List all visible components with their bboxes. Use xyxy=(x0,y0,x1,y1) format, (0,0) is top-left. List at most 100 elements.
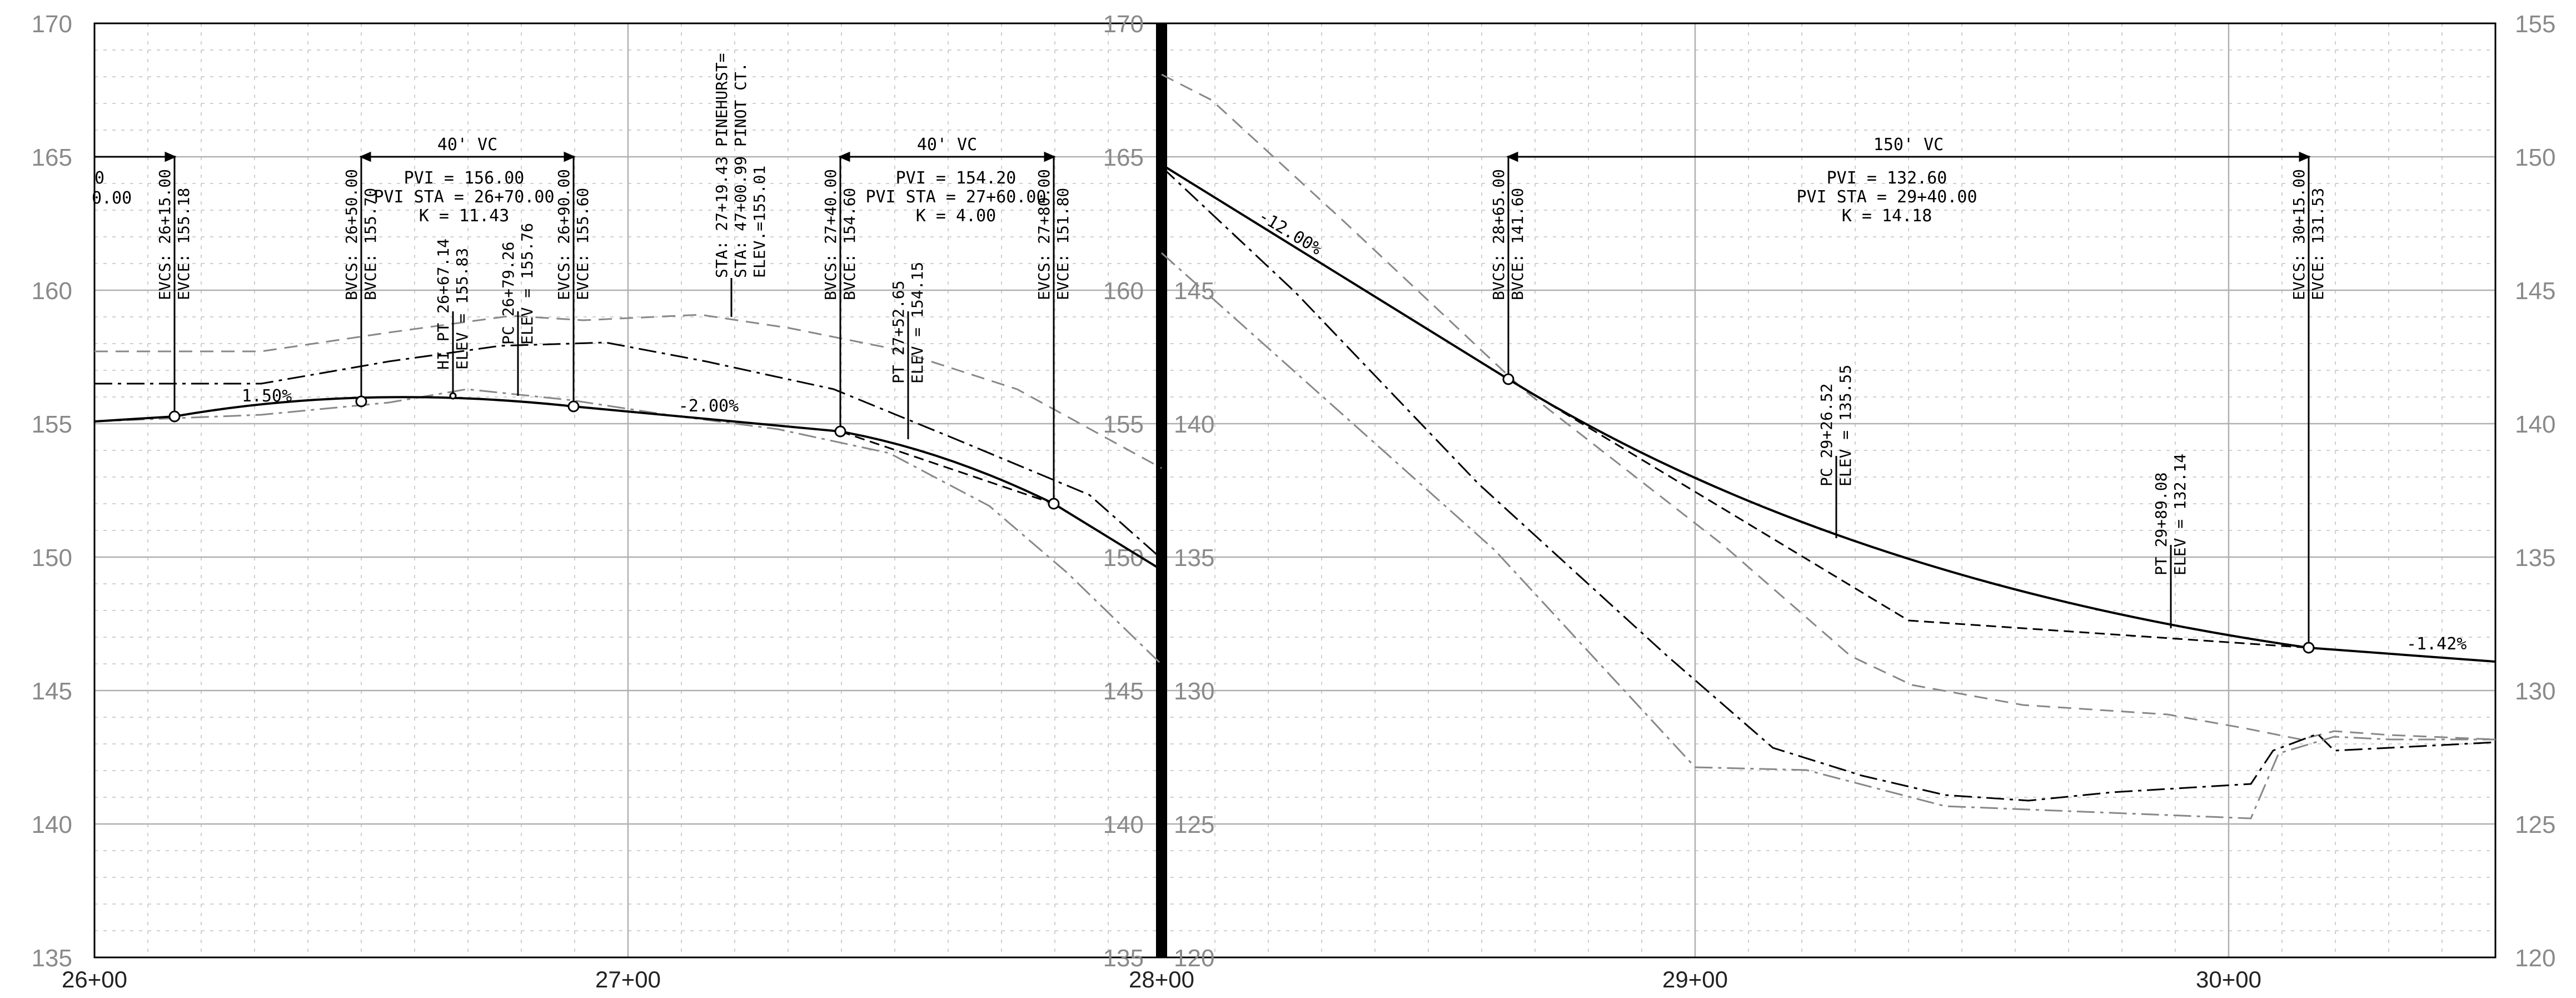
x-tick-label: 26+00 xyxy=(62,966,127,992)
station-label: EVCE: 151.80 xyxy=(1054,188,1072,300)
station-label: BVCS: 27+40.00 xyxy=(821,169,840,300)
finished-grade-profile xyxy=(1160,163,2496,663)
vc-label: 40' VC xyxy=(437,135,497,155)
mid-y-axis-labels-left: 170 165 160 155 150 145 140 135 xyxy=(1103,11,1144,972)
y-tick-label: 155 xyxy=(2515,11,2555,38)
vc-label: 150' VC xyxy=(1874,135,1944,155)
y-tick-label: 130 xyxy=(1174,678,1214,705)
grade-label: -1.42% xyxy=(2406,634,2467,654)
y-tick-label: 165 xyxy=(32,144,72,171)
left-station-markers xyxy=(168,156,1060,510)
minor-grid-right xyxy=(1162,23,2495,957)
right-vc-dimension xyxy=(1506,151,2311,162)
station-label: BVCS: 28+65.00 xyxy=(1489,169,1508,300)
y-tick-label: 170 xyxy=(32,11,72,38)
design-line-dashdot xyxy=(1160,166,2496,802)
station-label: EVCE: 155.60 xyxy=(574,188,592,300)
y-tick-label: 125 xyxy=(1174,811,1214,838)
right-y-axis-labels: 155 150 145 140 135 130 125 120 xyxy=(2515,11,2555,972)
design-line-dashdot xyxy=(94,341,1162,560)
pvi-elev: PVI = 156.00 xyxy=(404,168,525,188)
y-tick-label: 120 xyxy=(2515,945,2555,972)
y-tick-label: 160 xyxy=(32,277,72,305)
y-tick-label: 145 xyxy=(2515,277,2555,305)
pvi-sta: PVI STA = 27+60.00 xyxy=(865,187,1046,207)
y-tick-label: 140 xyxy=(1174,411,1214,438)
grade-label: -12.00% xyxy=(1255,206,1325,259)
pvi-sta: PVI STA = 29+40.00 xyxy=(1796,187,1977,207)
y-tick-label: 155 xyxy=(32,411,72,438)
y-tick-label: 140 xyxy=(1103,811,1144,838)
station-label: ELEV = 132.14 xyxy=(2171,454,2189,575)
y-tick-label: 150 xyxy=(1103,544,1144,572)
cut-text: 0.00 xyxy=(92,188,132,208)
y-tick-label: 135 xyxy=(2515,544,2555,572)
y-tick-label: 140 xyxy=(2515,411,2555,438)
mid-y-axis-labels-right: 145 140 135 130 125 120 xyxy=(1174,277,1214,972)
finished-grade-profile xyxy=(94,396,1163,571)
station-label: EVCE: 131.53 xyxy=(2309,188,2327,300)
right-profile-lines xyxy=(1160,73,2496,820)
station-label: ELEV.=155.01 xyxy=(750,166,769,278)
grade-label: 1.50% xyxy=(242,386,292,406)
pvi-sta: PVI STA = 26+70.00 xyxy=(373,187,554,207)
y-tick-label: 145 xyxy=(32,678,72,705)
station-label: EVCE: 155.18 xyxy=(175,188,193,300)
x-tick-label: 30+00 xyxy=(2196,966,2261,992)
left-y-axis-labels: 170 165 160 155 150 145 140 135 xyxy=(32,11,72,972)
x-tick-label: 29+00 xyxy=(1662,966,1728,992)
y-tick-label: 155 xyxy=(1103,411,1144,438)
station-label: PC 26+79.26 xyxy=(499,242,517,345)
pvi-k: K = 4.00 xyxy=(916,206,996,226)
station-label: EVCS: 26+90.00 xyxy=(555,169,573,300)
y-tick-label: 125 xyxy=(2515,811,2555,838)
offset-line-upper xyxy=(94,314,1162,469)
pvi-k: K = 14.18 xyxy=(1842,206,1932,226)
y-tick-label: 170 xyxy=(1103,11,1144,38)
x-tick-label: 27+00 xyxy=(595,966,661,992)
y-tick-label: 145 xyxy=(1103,678,1144,705)
station-label: STA: 27+19.43 PINEHURST= xyxy=(712,53,731,278)
y-tick-label: 130 xyxy=(2515,678,2555,705)
station-label: ELEV = 135.55 xyxy=(1836,365,1855,486)
major-grid xyxy=(94,23,2495,957)
station-label: STA: 47+00.99 PINOT CT. xyxy=(731,62,750,278)
left-annotations: 0 0.00 40' VC 40' VC PVI = 156.00 PVI ST… xyxy=(92,53,1072,416)
left-vc-dimensions xyxy=(94,151,1056,162)
vc-label: 40' VC xyxy=(917,135,977,155)
station-label: ELEV = 155.76 xyxy=(518,223,536,345)
station-label: EVCS: 27+80.00 xyxy=(1035,169,1053,300)
pvi-elev: PVI = 132.60 xyxy=(1827,168,1947,188)
y-tick-label: 135 xyxy=(32,945,72,972)
station-label: ELEV = 154.15 xyxy=(908,262,926,384)
offset-line-lower xyxy=(94,388,1163,666)
station-label: BVCE: 154.60 xyxy=(840,188,859,300)
pvi-elev: PVI = 154.20 xyxy=(896,168,1017,188)
cut-text: 0 xyxy=(94,168,104,188)
pvi-k: K = 11.43 xyxy=(419,206,510,226)
y-tick-label: 135 xyxy=(1174,544,1214,572)
grade-label: -2.00% xyxy=(679,396,739,416)
y-tick-label: 165 xyxy=(1103,144,1144,171)
station-label: PT 27+52.65 xyxy=(889,281,908,384)
y-tick-label: 150 xyxy=(32,544,72,572)
left-profile-lines xyxy=(94,314,1163,666)
station-label: HI PT 26+67.14 xyxy=(434,239,452,370)
offset-line-lower xyxy=(1161,252,2495,820)
drawing-frame xyxy=(93,22,2497,959)
right-annotations: 150' VC PVI = 132.60 PVI STA = 29+40.00 … xyxy=(1255,135,2467,654)
station-label: EVCS: 30+15.00 xyxy=(2290,169,2308,300)
station-label: EVCS: 26+15.00 xyxy=(156,169,174,300)
station-label: ELEV = 155.83 xyxy=(453,248,471,370)
offset-line-upper xyxy=(1161,73,2496,741)
station-label: PT 29+89.08 xyxy=(2152,473,2170,575)
station-label: BVCE: 141.60 xyxy=(1508,188,1527,300)
x-tick-label: 28+00 xyxy=(1129,966,1194,992)
station-label: BVCE: 155.70 xyxy=(361,188,380,300)
y-tick-label: 135 xyxy=(1103,945,1144,972)
station-label: BVCS: 26+50.00 xyxy=(342,169,361,300)
y-tick-label: 160 xyxy=(1103,277,1144,305)
station-label: PC 29+26.52 xyxy=(1817,384,1836,486)
y-tick-label: 120 xyxy=(1174,945,1214,972)
